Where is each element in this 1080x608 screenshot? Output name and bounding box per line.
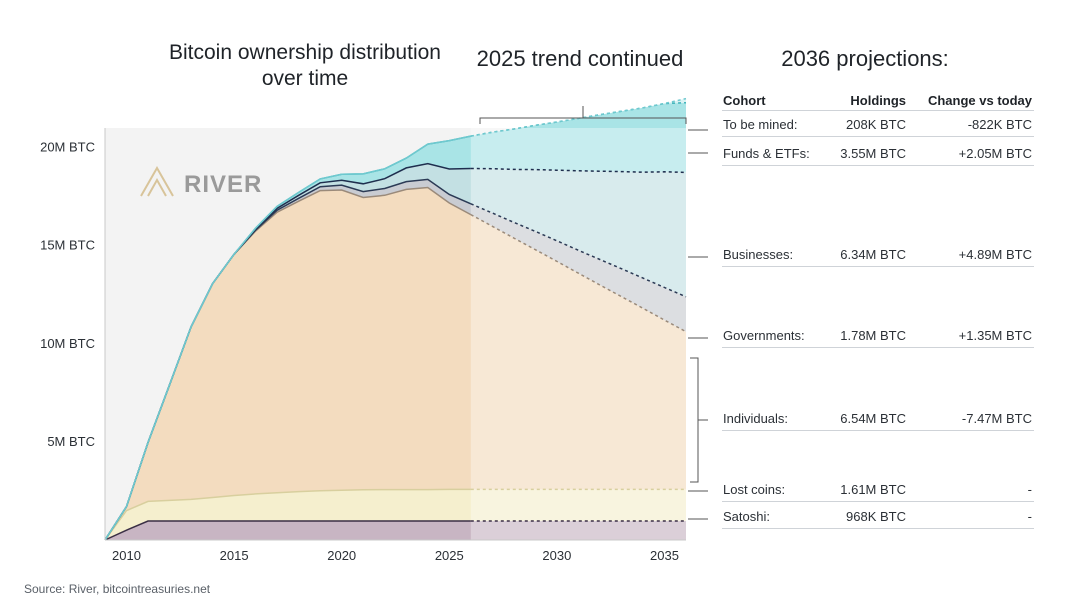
y-tick-label: 10M BTC [40,336,95,351]
change-value: +1.35M BTC [958,328,1032,343]
table-heading: 2036 projections: [781,46,949,71]
holdings-value: 1.61M BTC [840,482,906,497]
header-change: Change vs today [927,93,1032,108]
river-logo-icon [140,165,174,197]
x-tick-label: 2010 [112,548,141,563]
river-logo-text: RIVER [184,171,262,198]
cohort-label: Funds & ETFs: [723,146,810,161]
y-tick-label: 5M BTC [47,434,95,449]
source-note: Source: River, bitcointreasuries.net [24,582,211,596]
area-businesses [105,163,686,540]
x-tick-label: 2015 [220,548,249,563]
change-value: - [1027,509,1032,524]
change-value: - [1027,482,1032,497]
row-businesses: Businesses: 6.34M BTC +4.89M BTC [722,244,1034,267]
change-value: -822K BTC [967,117,1032,132]
y-tick-label: 20M BTC [40,140,95,155]
cohort-label: To be mined: [723,117,798,132]
holdings-value: 6.54M BTC [840,411,906,426]
projection-shade [470,128,686,540]
area-lost [105,489,686,540]
projection-line-individuals [470,213,687,333]
row-individuals: Individuals: 6.54M BTC -7.47M BTC [722,408,1034,431]
row-satoshi: Satoshi: 968K BTC - [722,506,1034,529]
y-tick-label: 15M BTC [40,238,95,253]
holdings-value: 6.34M BTC [840,247,906,262]
row-funds-etfs: Funds & ETFs: 3.55M BTC +2.05M BTC [722,143,1034,166]
line-to_be_mined [104,135,471,541]
cohort-label: Businesses: [723,247,794,262]
row-lost-coins: Lost coins: 1.61M BTC - [722,479,1034,502]
line-satoshi [104,520,471,541]
cohort-label: Individuals: [723,411,789,426]
x-tick-label: 2020 [327,548,356,563]
area-satoshi [105,521,686,540]
change-value: +4.89M BTC [958,247,1032,262]
area-individuals [105,187,686,540]
holdings-value: 968K BTC [846,509,906,524]
x-tick-label: 2030 [542,548,571,563]
cohort-label: Governments: [723,328,805,343]
area-funds [105,102,686,540]
projection-heading: 2025 trend continued [476,46,684,71]
line-lost [104,488,471,541]
x-tick-label: 2025 [435,548,464,563]
holdings-value: 1.78M BTC [840,328,906,343]
change-value: -7.47M BTC [961,411,1032,426]
header-holdings: Holdings [850,93,906,108]
projection-bracket [479,106,687,124]
x-tick-label: 2035 [650,548,679,563]
table-header: Cohort Holdings Change vs today [722,90,1034,111]
individuals-bracket [690,357,708,483]
header-cohort: Cohort [723,93,766,108]
holdings-value: 3.55M BTC [840,146,906,161]
row-governments: Governments: 1.78M BTC +1.35M BTC [722,325,1034,348]
row-to-be-mined: To be mined: 208K BTC -822K BTC [722,114,1034,137]
cohort-label: Lost coins: [723,482,786,497]
cohort-label: Satoshi: [723,509,770,524]
holdings-value: 208K BTC [846,117,906,132]
change-value: +2.05M BTC [958,146,1032,161]
chart-title: Bitcoin ownership distribution over time [169,41,441,90]
